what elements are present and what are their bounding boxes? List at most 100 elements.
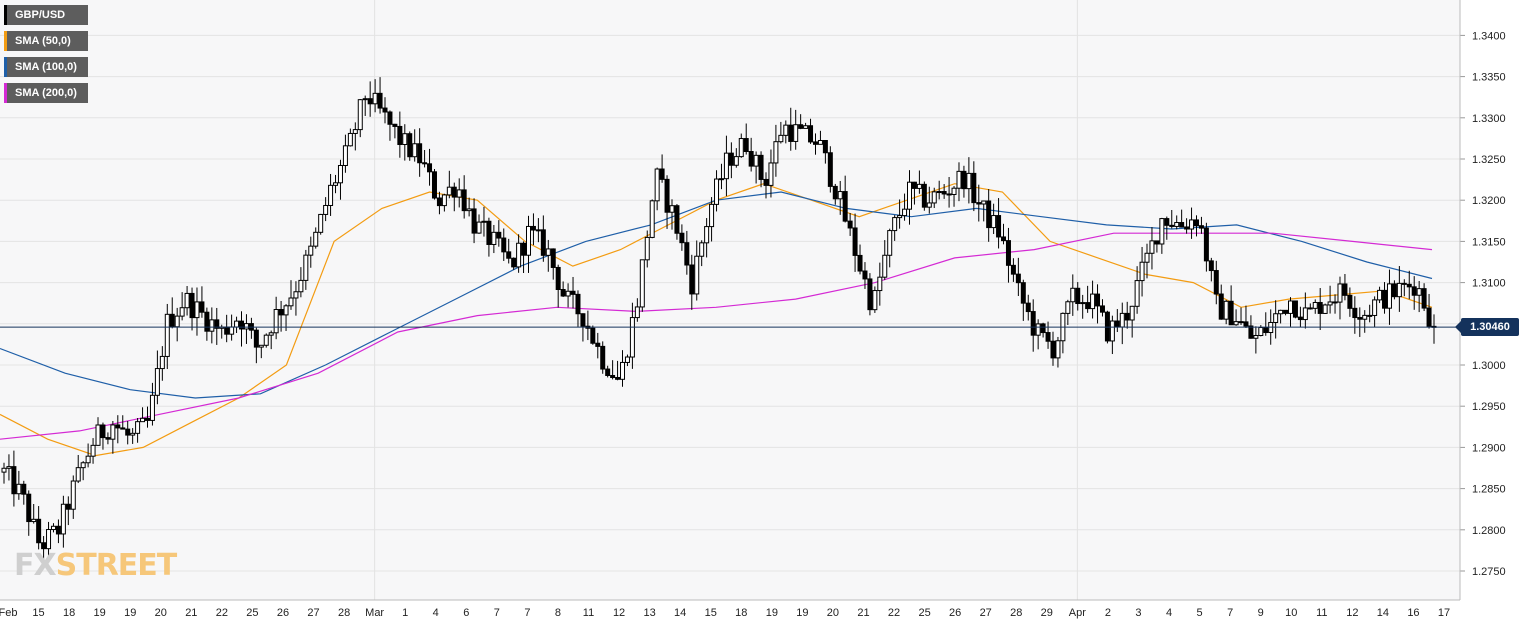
candle-body bbox=[788, 124, 794, 142]
legend-item-gbpusd[interactable]: GBP/USD bbox=[4, 5, 88, 25]
candle-body bbox=[1416, 288, 1422, 296]
candle bbox=[1278, 309, 1284, 324]
candle bbox=[817, 130, 823, 145]
x-tick-label: Mar bbox=[365, 607, 384, 619]
x-tick-label: 21 bbox=[857, 607, 869, 619]
candle-body bbox=[1233, 321, 1239, 326]
candle-body bbox=[471, 208, 477, 234]
candle bbox=[402, 124, 408, 161]
candle-body bbox=[1332, 301, 1338, 304]
candle bbox=[590, 325, 596, 345]
candle-body bbox=[847, 220, 853, 229]
candle bbox=[471, 198, 477, 244]
candle bbox=[783, 120, 789, 144]
candle-body bbox=[1342, 283, 1348, 296]
candle-body bbox=[629, 317, 635, 358]
candle-body bbox=[1238, 321, 1244, 324]
candle-body bbox=[90, 444, 96, 457]
candle-body bbox=[842, 191, 848, 222]
x-tick-label: 18 bbox=[63, 607, 75, 619]
candle bbox=[55, 519, 61, 544]
candle-body bbox=[639, 259, 645, 308]
candle bbox=[347, 128, 353, 147]
candle bbox=[1362, 310, 1368, 333]
candle bbox=[654, 167, 660, 211]
candle bbox=[1124, 301, 1130, 329]
candle bbox=[1302, 292, 1308, 329]
candle-body bbox=[694, 255, 700, 295]
candle-body bbox=[199, 301, 205, 313]
candle bbox=[318, 213, 324, 235]
candle-body bbox=[1095, 293, 1101, 307]
candle bbox=[827, 146, 833, 193]
candle-body bbox=[110, 424, 116, 440]
candle bbox=[1025, 294, 1031, 321]
candle-body bbox=[600, 345, 606, 370]
candle-body bbox=[298, 279, 304, 293]
candle-body bbox=[1193, 219, 1199, 227]
candle-body bbox=[610, 374, 616, 379]
candle-body bbox=[1337, 283, 1343, 303]
candle-body bbox=[1307, 307, 1313, 310]
candle bbox=[1283, 309, 1289, 316]
candle-body bbox=[530, 225, 536, 231]
candle bbox=[976, 184, 982, 222]
legend-swatch bbox=[4, 31, 7, 51]
candle bbox=[50, 523, 56, 533]
x-tick-label: 27 bbox=[307, 607, 319, 619]
candle bbox=[1342, 274, 1348, 301]
candle bbox=[1322, 303, 1328, 314]
candle-body bbox=[1292, 300, 1298, 318]
candle-body bbox=[1075, 287, 1081, 305]
candle-body bbox=[1302, 307, 1308, 321]
candle-body bbox=[496, 231, 502, 239]
candle bbox=[936, 180, 942, 200]
candle bbox=[516, 234, 522, 273]
candle bbox=[748, 137, 754, 172]
candle bbox=[1001, 223, 1007, 245]
candle-body bbox=[887, 230, 893, 256]
candle bbox=[253, 327, 259, 364]
candle bbox=[1332, 294, 1338, 314]
candle bbox=[273, 296, 279, 340]
legend-item-sma-50[interactable]: SMA (50,0) bbox=[4, 31, 88, 51]
candle-body bbox=[1050, 340, 1056, 359]
candle bbox=[144, 406, 150, 428]
candle bbox=[852, 213, 858, 272]
y-tick-label: 1.3100 bbox=[1472, 278, 1506, 290]
legend-item-sma-100[interactable]: SMA (100,0) bbox=[4, 57, 88, 77]
candle-body bbox=[624, 356, 630, 363]
candle-body bbox=[540, 229, 546, 256]
candle bbox=[1080, 294, 1086, 319]
candle-body bbox=[441, 194, 447, 207]
candle-body bbox=[1297, 316, 1303, 321]
candle-body bbox=[451, 186, 457, 198]
candle-body bbox=[753, 154, 759, 167]
y-tick-label: 1.2800 bbox=[1472, 525, 1506, 537]
x-tick-label: 20 bbox=[827, 607, 839, 619]
candle-body bbox=[436, 197, 442, 207]
candle-body bbox=[169, 313, 175, 328]
candle-body bbox=[907, 181, 913, 210]
candle bbox=[422, 149, 428, 168]
candle-body bbox=[303, 254, 309, 281]
candle-body bbox=[239, 320, 245, 330]
candle-body bbox=[1104, 311, 1110, 342]
candle-body bbox=[1352, 307, 1358, 319]
y-tick-label: 1.3350 bbox=[1472, 72, 1506, 84]
x-tick-label: 12 bbox=[1346, 607, 1358, 619]
candle-body bbox=[1159, 218, 1165, 245]
candle-body bbox=[709, 203, 715, 228]
candle bbox=[728, 142, 734, 179]
candle bbox=[926, 186, 932, 214]
candle-body bbox=[1010, 264, 1016, 275]
sma-line bbox=[0, 232, 1433, 440]
legend-item-sma-200[interactable]: SMA (200,0) bbox=[4, 83, 88, 103]
candle bbox=[837, 180, 843, 215]
candle-body bbox=[1149, 240, 1155, 254]
candle bbox=[1421, 283, 1427, 312]
candle bbox=[763, 172, 769, 199]
candle-body bbox=[431, 171, 437, 199]
candle-body bbox=[1426, 307, 1432, 327]
candle bbox=[1218, 284, 1224, 320]
